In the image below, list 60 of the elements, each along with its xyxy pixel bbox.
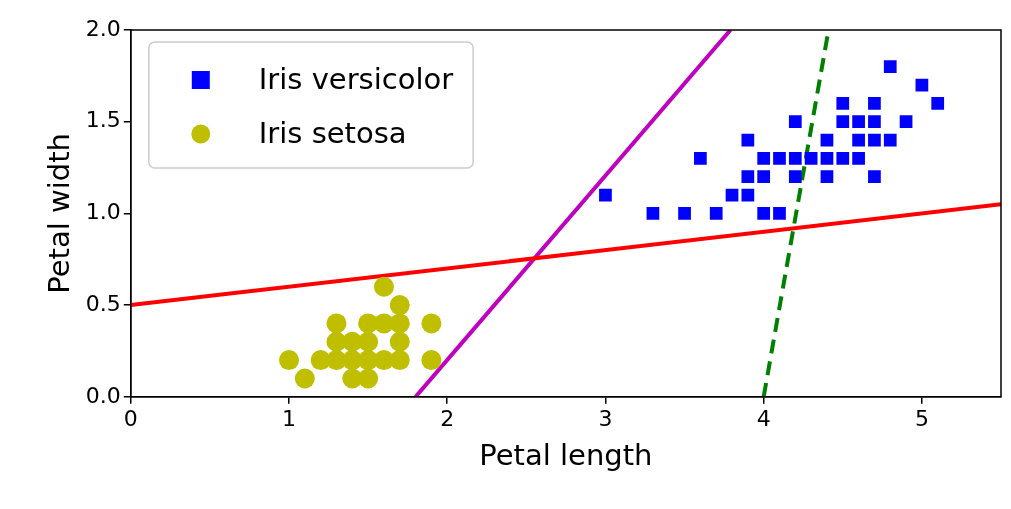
- point: [773, 152, 786, 165]
- point: [868, 115, 881, 129]
- legend-label: Iris versicolor: [258, 61, 454, 96]
- point: [868, 97, 881, 110]
- point: [899, 115, 913, 129]
- point: [741, 133, 755, 147]
- point: [599, 188, 612, 202]
- point: [773, 207, 786, 220]
- y-axis-title: Petal width: [41, 133, 76, 294]
- x-tick-label: 2: [440, 405, 455, 431]
- y-tick-label: 0.5: [85, 290, 121, 316]
- point: [358, 331, 379, 352]
- point: [421, 313, 442, 334]
- point: [389, 313, 410, 334]
- point: [852, 115, 865, 129]
- point: [421, 350, 442, 371]
- point: [852, 152, 865, 165]
- point: [788, 170, 802, 184]
- point: [820, 170, 834, 184]
- x-tick-label: 0: [123, 405, 138, 431]
- point: [757, 207, 771, 220]
- point: [389, 295, 410, 316]
- x-tick-label: 5: [914, 405, 929, 431]
- y-tick-label: 0.0: [85, 382, 121, 408]
- point: [788, 152, 802, 165]
- legend-label: Iris setosa: [258, 115, 407, 150]
- point: [709, 207, 723, 220]
- point: [804, 152, 818, 165]
- point: [757, 170, 771, 184]
- point: [868, 170, 881, 184]
- point: [678, 207, 691, 220]
- point: [741, 188, 755, 202]
- point: [820, 152, 834, 165]
- y-tick-label: 1.5: [85, 107, 121, 133]
- point: [883, 133, 897, 147]
- point: [279, 350, 300, 371]
- point: [389, 331, 410, 352]
- point: [788, 115, 802, 129]
- point: [294, 368, 315, 389]
- point: [931, 97, 945, 110]
- point: [852, 133, 865, 147]
- point: [694, 152, 707, 165]
- point: [373, 276, 394, 297]
- x-axis-title: Petal length: [479, 438, 653, 473]
- point: [836, 152, 850, 165]
- point: [326, 313, 347, 334]
- point: [757, 152, 771, 165]
- point: [883, 60, 897, 74]
- point: [741, 170, 755, 184]
- point: [389, 350, 410, 371]
- point: [868, 133, 881, 147]
- y-tick-label: 1.0: [85, 199, 121, 225]
- point: [836, 115, 850, 129]
- y-tick-label: 2.0: [85, 15, 121, 41]
- x-tick-label: 1: [282, 405, 297, 431]
- point: [358, 368, 379, 389]
- x-tick-label: 3: [598, 405, 613, 431]
- point: [646, 207, 660, 220]
- point: [836, 97, 850, 110]
- x-tick-label: 4: [756, 405, 771, 431]
